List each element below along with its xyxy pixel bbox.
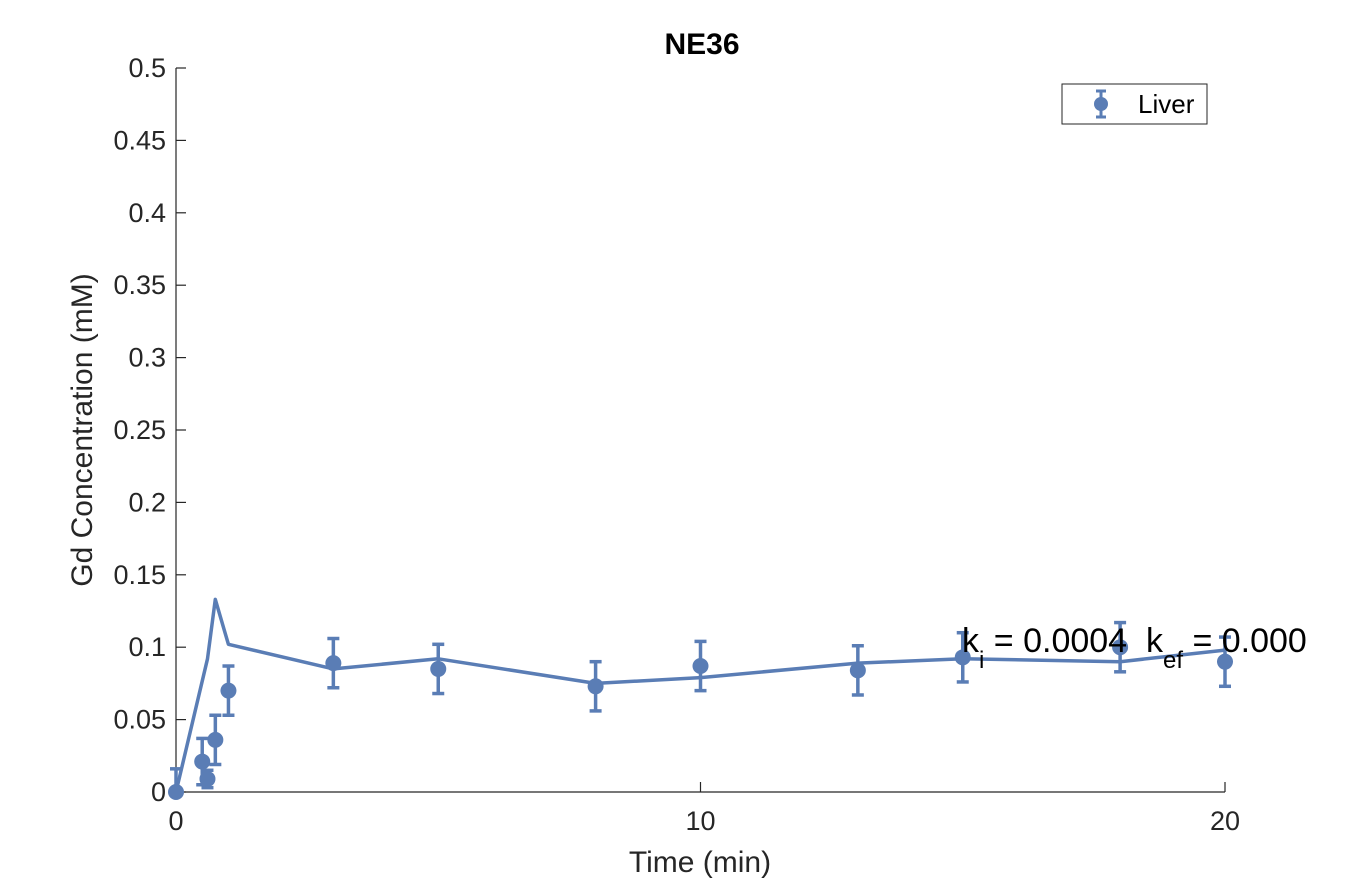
- data-point: [1112, 620, 1129, 674]
- y-tick-label: 0.2: [128, 487, 166, 517]
- y-tick-label: 0.1: [128, 632, 166, 662]
- y-tick-label: 0: [151, 777, 166, 807]
- x-tick-label: 20: [1210, 806, 1240, 836]
- data-marker: [220, 682, 237, 699]
- y-tick-label: 0.05: [113, 705, 166, 735]
- legend-marker: [1094, 97, 1108, 111]
- data-point: [849, 644, 866, 697]
- y-tick-label: 0.35: [113, 270, 166, 300]
- data-marker: [1217, 653, 1233, 670]
- data-marker: [1112, 639, 1129, 656]
- ki-value: = 0.0004: [984, 622, 1146, 660]
- chart-title: NE36: [664, 28, 739, 61]
- y-tick-label: 0.4: [128, 198, 166, 228]
- ki-main: k: [962, 622, 980, 660]
- data-marker: [849, 662, 866, 679]
- y-tick-label: 0.25: [113, 415, 166, 445]
- x-tick-label: 0: [168, 806, 183, 836]
- data-point: [325, 636, 342, 690]
- data-point: [199, 768, 216, 790]
- kef-main: k: [1146, 622, 1164, 660]
- y-axis-label: Gd Concentration (mM): [66, 273, 99, 586]
- data-marker: [692, 658, 709, 675]
- data-point: [168, 767, 184, 800]
- data-marker: [194, 753, 211, 770]
- legend: Liver: [1061, 83, 1208, 125]
- data-marker: [954, 649, 971, 666]
- fit-line-series: [174, 597, 1226, 793]
- ki-sub: i: [979, 647, 984, 674]
- rate-annotation: ki = 0.0004 kef = 0.000: [962, 622, 1307, 674]
- data-point: [692, 639, 709, 693]
- x-ticks: 0 10 20: [168, 782, 1240, 836]
- data-point: [587, 659, 604, 713]
- y-tick-label: 0.5: [128, 53, 166, 83]
- data-marker: [325, 655, 342, 672]
- data-marker: [587, 678, 604, 695]
- y-tick-label: 0.15: [113, 560, 166, 590]
- y-tick-label: 0.45: [113, 125, 166, 155]
- x-tick-label: 10: [685, 806, 715, 836]
- legend-box: [1061, 83, 1208, 125]
- kef-value: = 0.000: [1183, 622, 1307, 660]
- data-marker: [207, 731, 224, 748]
- legend-label: Liver: [1138, 89, 1195, 119]
- data-marker: [199, 770, 216, 787]
- data-marker: [430, 660, 447, 677]
- data-point: [1217, 635, 1233, 689]
- x-axis-label: Time (min): [629, 846, 771, 879]
- y-tick-label: 0.3: [128, 343, 166, 373]
- data-point: [954, 630, 971, 684]
- data-point: [220, 664, 237, 718]
- data-point: [430, 642, 447, 696]
- kef-sub: ef: [1163, 647, 1183, 674]
- data-point: [207, 713, 224, 767]
- fit-line: [174, 597, 1226, 793]
- data-marker: [168, 784, 184, 800]
- y-ticks: 0 0.05 0.1 0.15 0.2 0.25 0.3 0.35 0.4 0.45 0.5: [113, 53, 186, 807]
- liver-errorbar-series: [168, 620, 1233, 800]
